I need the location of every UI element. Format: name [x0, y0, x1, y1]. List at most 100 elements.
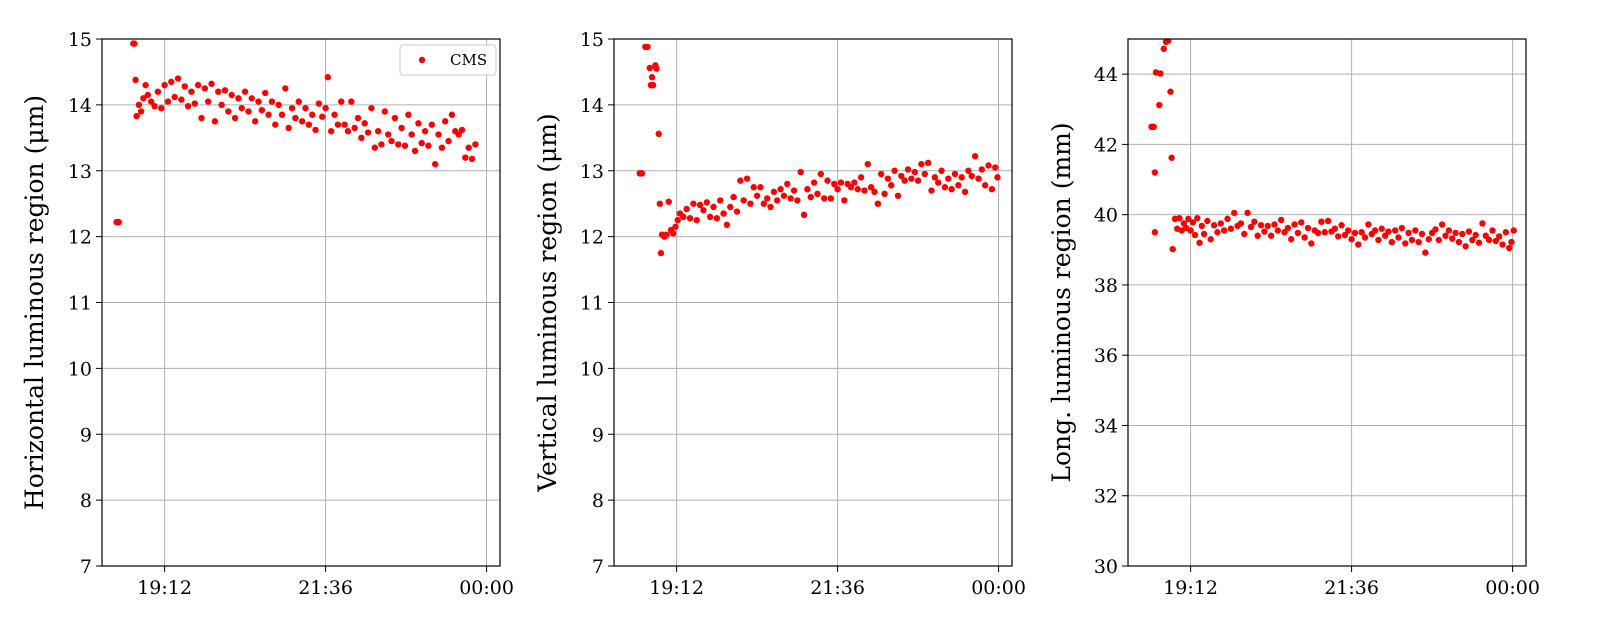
data-point [1156, 101, 1163, 109]
data-point [1220, 227, 1228, 234]
data-point [733, 208, 741, 215]
data-point [1189, 219, 1197, 226]
data-point [1331, 225, 1339, 232]
data-point [686, 214, 694, 222]
data-point [891, 167, 898, 174]
data-point [683, 205, 690, 213]
data-point [693, 216, 700, 224]
y-tick-label: 9 [592, 424, 604, 446]
data-point [649, 81, 657, 89]
data-point [1261, 228, 1268, 235]
data-point [1214, 229, 1221, 236]
data-point [1412, 227, 1419, 234]
data-point [717, 197, 724, 204]
data-point [208, 80, 215, 87]
data-point [1435, 236, 1442, 244]
legend: CMS [399, 44, 497, 76]
data-point [312, 126, 319, 134]
data-point [215, 88, 222, 95]
data-point [405, 111, 412, 118]
data-point [884, 175, 892, 182]
y-axis-title: Long. luminous region (mm) [1047, 122, 1076, 482]
data-point [1247, 223, 1255, 231]
x-tick-label: 19:12 [649, 577, 704, 599]
data-point [854, 185, 861, 193]
data-point [388, 137, 395, 145]
data-point [777, 185, 784, 193]
data-point [653, 65, 660, 72]
data-point [760, 200, 768, 207]
data-point [1150, 123, 1157, 131]
data-point [265, 111, 272, 118]
data-point [1459, 230, 1466, 238]
y-tick-label: 13 [580, 161, 604, 183]
data-point [871, 188, 878, 196]
data-point [385, 131, 392, 138]
data-point [235, 95, 242, 102]
data-point [418, 139, 425, 147]
data-point [468, 155, 476, 163]
data-point [924, 159, 932, 167]
data-point [800, 211, 808, 219]
data-point [921, 170, 928, 178]
data-point [1176, 214, 1183, 222]
data-point [696, 201, 704, 209]
data-point [961, 188, 969, 196]
data-point [1472, 231, 1479, 239]
data-point [1167, 88, 1174, 95]
data-point [1204, 217, 1211, 225]
data-point [1318, 218, 1325, 225]
data-point [241, 88, 249, 95]
data-point [700, 207, 707, 214]
data-point [1194, 214, 1201, 222]
data-point [928, 187, 935, 194]
data-point [255, 98, 262, 105]
x-tick-label: 21:36 [1324, 577, 1379, 599]
data-point [770, 188, 778, 196]
data-point [1160, 45, 1167, 53]
data-point [1298, 219, 1305, 226]
y-tick-label: 42 [1094, 134, 1118, 156]
data-point [1449, 235, 1456, 242]
data-point [262, 89, 269, 97]
data-point [1231, 209, 1238, 217]
x-tick-label: 00:00 [971, 577, 1026, 599]
data-point [151, 102, 158, 110]
data-point [975, 175, 982, 182]
data-point [1151, 169, 1159, 176]
data-point [188, 88, 195, 95]
data-point [1465, 228, 1473, 235]
y-tick-label: 10 [580, 358, 604, 380]
data-point [780, 192, 788, 199]
data-point [911, 168, 918, 176]
data-point [431, 160, 439, 168]
data-point [378, 141, 385, 148]
data-point [904, 166, 912, 173]
data-point [428, 121, 436, 128]
data-point [142, 81, 149, 89]
legend-label: CMS [450, 51, 487, 69]
data-point [381, 108, 389, 115]
data-point [750, 184, 757, 191]
data-point [841, 197, 848, 204]
data-point [644, 43, 651, 51]
data-point [874, 200, 882, 207]
data-point [158, 104, 165, 112]
data-point [1334, 233, 1342, 240]
data-point [391, 114, 399, 122]
y-tick-label: 30 [1094, 556, 1118, 578]
data-point [282, 85, 289, 92]
data-point [1418, 230, 1426, 238]
data-point [1365, 221, 1372, 228]
data-point [948, 185, 955, 193]
data-point [1241, 230, 1248, 238]
data-point [1274, 227, 1282, 234]
y-tick-label: 15 [68, 29, 92, 51]
data-point [1422, 249, 1429, 256]
subplot-1: 7 8 9 10 11 12 13 14 15 19:12 21:36 00:00 Horizontal… [20, 29, 514, 599]
data-point [784, 180, 791, 188]
data-point [1508, 238, 1515, 246]
series-points [1148, 39, 1517, 256]
data-point [753, 192, 761, 199]
data-point [1277, 216, 1285, 224]
